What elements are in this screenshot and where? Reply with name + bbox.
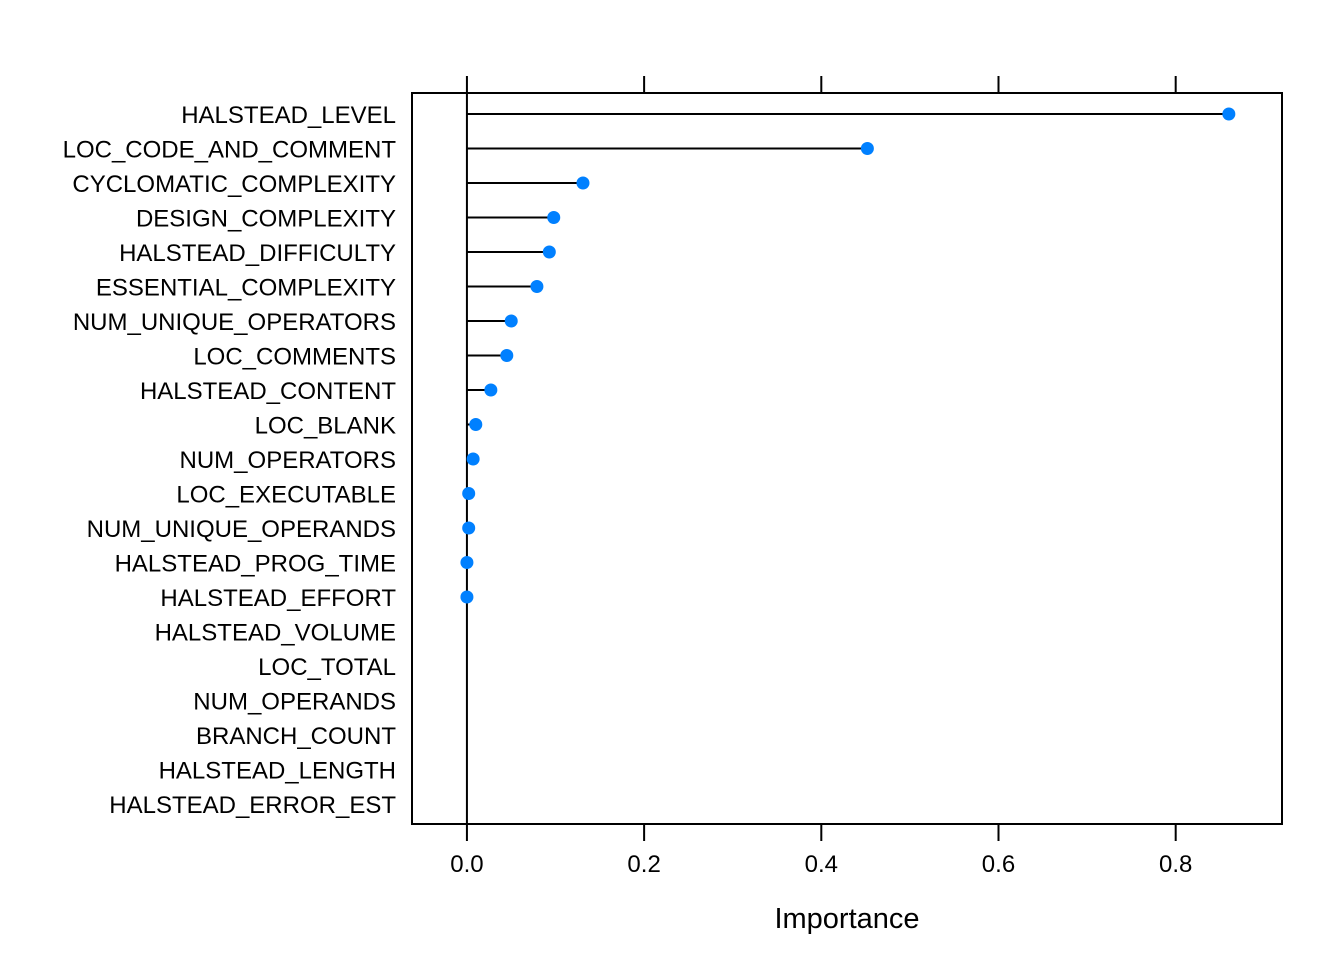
category-label: HALSTEAD_VOLUME [155,620,396,647]
category-label: HALSTEAD_CONTENT [140,378,396,405]
importance-point [860,142,874,155]
category-label: CYCLOMATIC_COMPLEXITY [72,171,396,198]
importance-point [576,176,590,190]
category-label: LOC_CODE_AND_COMMENT [63,137,397,164]
category-label: NUM_OPERANDS [193,689,396,716]
category-label: HALSTEAD_LEVEL [181,102,396,129]
importance-point [466,452,480,466]
category-label: NUM_UNIQUE_OPERANDS [87,516,396,543]
importance-point [504,314,518,328]
x-tick-label: 0.8 [1159,851,1192,878]
importance-point [462,487,476,500]
category-label: LOC_EXECUTABLE [176,482,396,509]
importance-point [1222,107,1236,121]
category-label: HALSTEAD_ERROR_EST [109,792,396,819]
category-label: LOC_BLANK [255,413,396,440]
importance-point [484,383,498,397]
category-label: HALSTEAD_PROG_TIME [115,551,396,578]
x-tick-label: 0.0 [450,851,483,878]
category-label: DESIGN_COMPLEXITY [136,206,396,233]
x-ticks-layer: 0.0 0.2 0.4 0.6 0.8 [450,76,1192,878]
category-label: NUM_UNIQUE_OPERATORS [73,309,396,336]
importance-point [460,590,474,604]
importance-point [500,349,514,362]
importance-point [547,211,561,224]
category-labels-layer: HALSTEAD_LEVEL LOC_CODE_AND_COMMENT CYCLOM… [63,102,397,819]
x-tick-label: 0.2 [627,851,660,878]
category-label: HALSTEAD_EFFORT [160,585,396,612]
importance-point [469,418,483,431]
importance-point [462,521,476,535]
x-tick-label: 0.6 [982,851,1015,878]
importance-point [530,280,544,293]
points-layer [460,107,1236,604]
importance-point [542,245,556,259]
category-label: LOC_COMMENTS [193,344,396,371]
x-axis-title: Importance [774,903,919,935]
x-tick-label: 0.4 [805,851,838,878]
importance-point [460,556,474,569]
category-label: HALSTEAD_LENGTH [159,758,396,785]
category-label: LOC_TOTAL [258,654,396,681]
category-label: BRANCH_COUNT [196,723,396,750]
category-label: ESSENTIAL_COMPLEXITY [96,275,396,302]
plot-frame [411,92,1283,825]
category-label: HALSTEAD_DIFFICULTY [119,240,396,267]
category-label: NUM_OPERATORS [180,447,396,474]
